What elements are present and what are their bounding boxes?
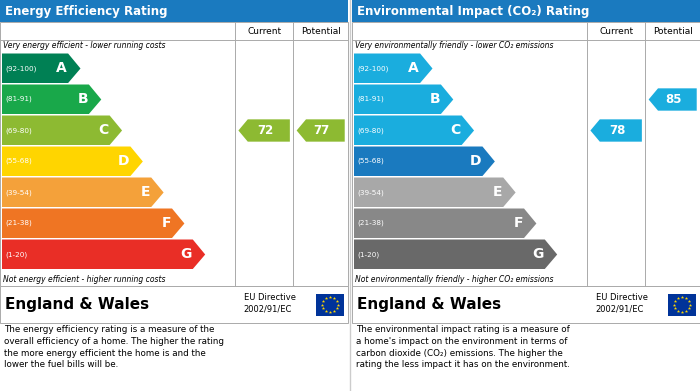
Text: (92-100): (92-100): [5, 65, 36, 72]
Text: 78: 78: [609, 124, 625, 137]
Polygon shape: [354, 208, 536, 238]
Text: (55-68): (55-68): [357, 158, 384, 165]
Text: England & Wales: England & Wales: [5, 297, 149, 312]
Text: (69-80): (69-80): [5, 127, 32, 133]
Text: The environmental impact rating is a measure of
a home's impact on the environme: The environmental impact rating is a mea…: [356, 325, 570, 369]
Polygon shape: [649, 88, 696, 111]
Polygon shape: [2, 84, 101, 114]
Text: B: B: [429, 92, 440, 106]
Text: (1-20): (1-20): [5, 251, 27, 258]
Text: D: D: [118, 154, 130, 168]
Text: (81-91): (81-91): [5, 96, 32, 102]
Text: 72: 72: [257, 124, 273, 137]
Text: Very environmentally friendly - lower CO₂ emissions: Very environmentally friendly - lower CO…: [355, 41, 554, 50]
Text: E: E: [493, 185, 502, 199]
Text: (21-38): (21-38): [5, 220, 32, 226]
Text: 85: 85: [666, 93, 682, 106]
Text: Not environmentally friendly - higher CO₂ emissions: Not environmentally friendly - higher CO…: [355, 275, 554, 284]
Polygon shape: [2, 178, 164, 207]
Text: (39-54): (39-54): [357, 189, 384, 196]
FancyBboxPatch shape: [0, 286, 348, 323]
FancyBboxPatch shape: [668, 294, 696, 316]
Text: Current: Current: [247, 27, 281, 36]
Text: EU Directive
2002/91/EC: EU Directive 2002/91/EC: [244, 293, 295, 314]
Polygon shape: [354, 178, 516, 207]
Polygon shape: [297, 119, 344, 142]
Text: Potential: Potential: [652, 27, 692, 36]
Text: Current: Current: [599, 27, 634, 36]
Text: (69-80): (69-80): [357, 127, 384, 133]
Text: F: F: [514, 216, 523, 230]
Text: Potential: Potential: [301, 27, 341, 36]
Polygon shape: [354, 240, 557, 269]
Text: G: G: [181, 247, 192, 261]
Polygon shape: [2, 54, 80, 83]
Polygon shape: [590, 119, 642, 142]
Polygon shape: [354, 147, 495, 176]
Text: (21-38): (21-38): [357, 220, 384, 226]
Text: C: C: [99, 123, 108, 137]
Text: F: F: [162, 216, 171, 230]
Text: G: G: [533, 247, 544, 261]
Text: 77: 77: [314, 124, 330, 137]
FancyBboxPatch shape: [352, 0, 700, 22]
Polygon shape: [2, 147, 143, 176]
Text: E: E: [141, 185, 150, 199]
Text: The energy efficiency rating is a measure of the
overall efficiency of a home. T: The energy efficiency rating is a measur…: [4, 325, 224, 369]
Polygon shape: [2, 240, 205, 269]
FancyBboxPatch shape: [352, 22, 700, 286]
Text: (1-20): (1-20): [357, 251, 379, 258]
Polygon shape: [354, 54, 433, 83]
FancyBboxPatch shape: [0, 22, 348, 286]
Text: (81-91): (81-91): [357, 96, 384, 102]
FancyBboxPatch shape: [316, 294, 344, 316]
Text: A: A: [57, 61, 67, 75]
Text: B: B: [77, 92, 88, 106]
FancyBboxPatch shape: [0, 0, 348, 22]
Text: (92-100): (92-100): [357, 65, 388, 72]
Polygon shape: [2, 115, 122, 145]
Text: England & Wales: England & Wales: [357, 297, 501, 312]
Text: D: D: [470, 154, 482, 168]
Text: Not energy efficient - higher running costs: Not energy efficient - higher running co…: [3, 275, 165, 284]
Text: C: C: [450, 123, 461, 137]
Text: (55-68): (55-68): [5, 158, 32, 165]
Text: Very energy efficient - lower running costs: Very energy efficient - lower running co…: [3, 41, 165, 50]
FancyBboxPatch shape: [352, 286, 700, 323]
Polygon shape: [239, 119, 290, 142]
Text: Energy Efficiency Rating: Energy Efficiency Rating: [5, 5, 167, 18]
Polygon shape: [354, 84, 454, 114]
Text: EU Directive
2002/91/EC: EU Directive 2002/91/EC: [596, 293, 648, 314]
Text: Environmental Impact (CO₂) Rating: Environmental Impact (CO₂) Rating: [357, 5, 589, 18]
Text: A: A: [408, 61, 419, 75]
Polygon shape: [2, 208, 184, 238]
Text: (39-54): (39-54): [5, 189, 32, 196]
Polygon shape: [354, 115, 474, 145]
